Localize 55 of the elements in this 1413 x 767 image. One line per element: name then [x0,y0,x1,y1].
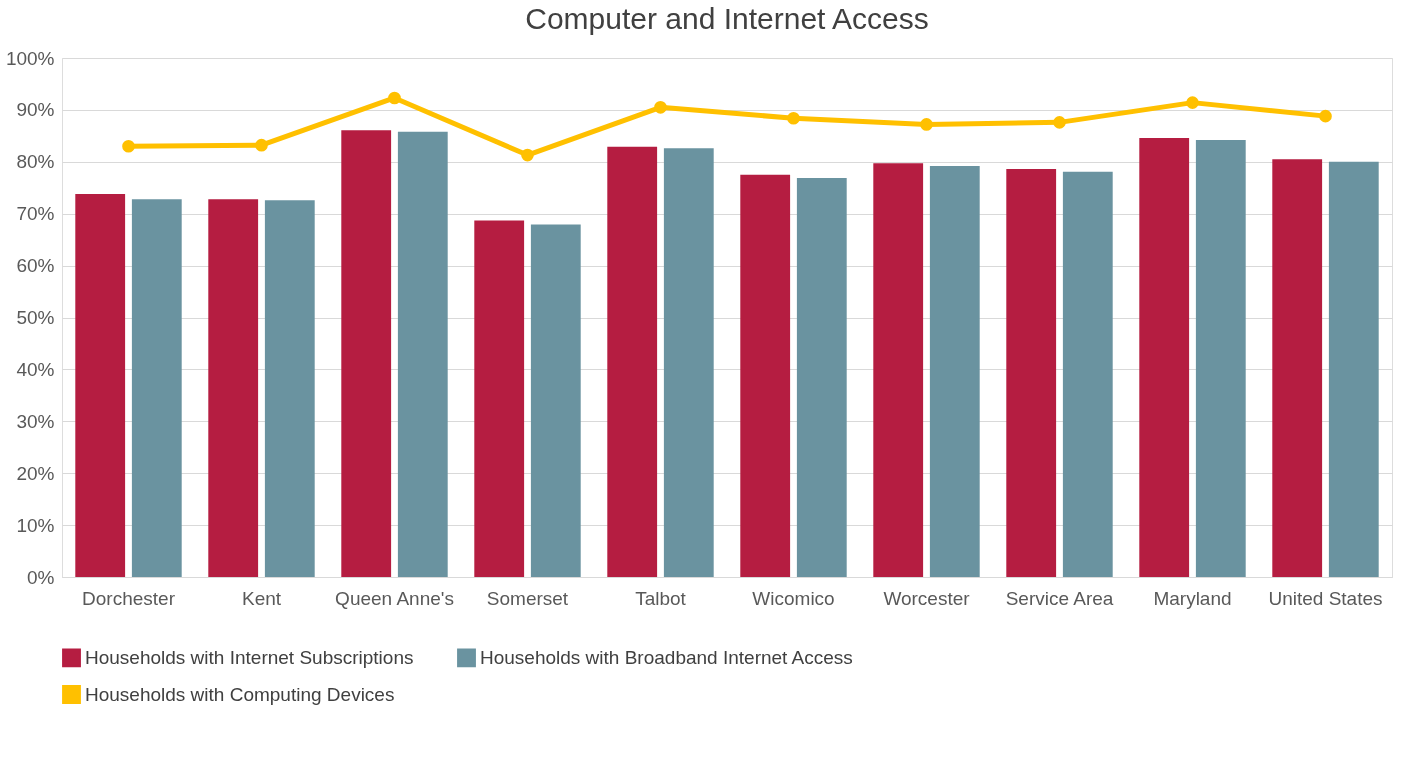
bar [1062,171,1113,577]
bar [397,131,448,577]
bar [1272,159,1323,577]
legend-label: Households with Computing Devices [85,683,395,705]
y-tick-label: 10% [16,514,55,536]
y-tick-label: 50% [16,307,55,328]
bar [474,220,525,577]
x-tick-label: Dorchester [82,587,176,609]
x-tick-label: Service Area [1005,587,1114,609]
bar [131,199,182,577]
x-tick-label: Maryland [1153,587,1232,609]
x-tick-label: Queen Anne's [335,587,454,609]
bar [796,177,847,577]
point [787,111,800,125]
legend-label: Households with Broadband Internet Access [480,646,853,668]
bar [75,193,126,577]
x-tick-label: Worcester [883,587,971,609]
x-tick-label: Kent [241,587,282,609]
y-tick-label: 90% [16,99,55,121]
x-tick-label: United States [1268,587,1383,609]
x-tick-label: Talbot [635,587,687,609]
point [521,148,534,162]
chart-title: Computer and Internet Access [525,2,929,35]
bar [873,163,924,577]
bar [1328,161,1379,577]
bar [208,199,259,577]
legend-label: Households with Internet Subscriptions [85,646,414,668]
y-tick-label: 60% [16,255,55,277]
point [654,100,667,114]
point [1319,109,1332,123]
y-tick-label: 100% [5,47,55,69]
point [1053,116,1066,129]
bar [929,165,980,577]
point [122,139,135,153]
bar [264,200,315,577]
x-tick-label: Somerset [486,587,569,609]
bar [1006,169,1057,577]
bar [341,130,392,577]
bar [663,148,714,577]
x-tick-label: Wicomico [752,587,835,609]
y-tick-label: 80% [16,151,55,173]
bar [530,224,581,577]
bar [740,174,791,577]
bar [1195,140,1246,577]
y-tick-label: 0% [27,566,55,588]
y-tick-label: 40% [16,358,55,380]
point [255,138,268,152]
bar [1139,137,1190,577]
y-tick-label: 30% [16,410,55,432]
point [1186,96,1199,109]
bar [607,146,658,577]
y-tick-label: 70% [16,203,55,225]
point [388,91,401,105]
y-tick-label: 20% [16,462,55,484]
point [920,118,933,131]
